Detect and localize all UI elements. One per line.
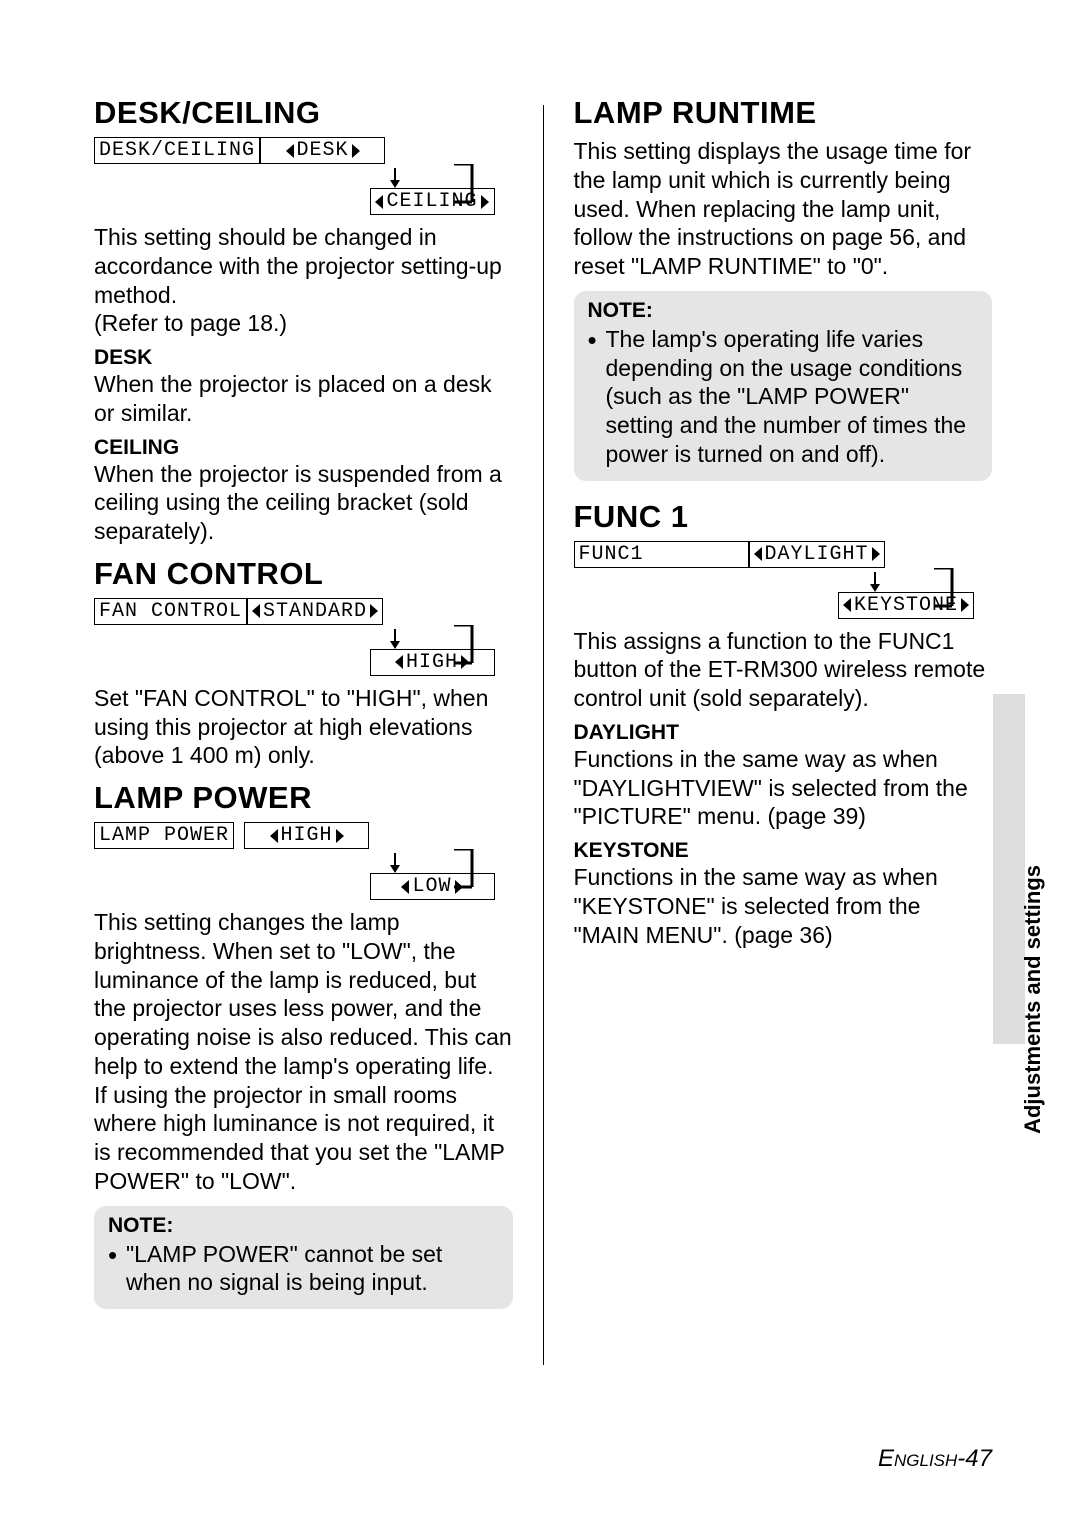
heading-lamp-power: LAMP POWER <box>94 780 513 816</box>
heading-desk-ceiling: DESK/CEILING <box>94 95 513 131</box>
right-column: LAMP RUNTIME This setting displays the u… <box>574 95 993 1493</box>
triangle-left-icon <box>375 195 383 209</box>
triangle-right-icon <box>336 829 344 843</box>
menu-value-text: DESK <box>297 139 349 162</box>
menu-value-low: LOW <box>370 873 495 900</box>
heading-lamp-runtime: LAMP RUNTIME <box>574 95 993 131</box>
menu-value-text: KEYSTONE <box>854 594 958 617</box>
menu-value-ceiling: CEILING <box>370 188 495 215</box>
triangle-left-icon <box>395 655 403 669</box>
body-text: Functions in the same way as when "DAYLI… <box>574 745 993 831</box>
menu-value-text: LOW <box>412 875 451 898</box>
menu-diagram-lamp-power: LAMP POWER HIGH LOW <box>94 822 513 900</box>
body-text: When the projector is suspended from a c… <box>94 460 513 546</box>
body-text: This setting should be changed in accord… <box>94 223 513 338</box>
triangle-left-icon <box>401 880 409 894</box>
side-tab-label: Adjustments and settings <box>1020 865 1046 1134</box>
menu-value-text: STANDARD <box>263 600 367 623</box>
note-title: NOTE: <box>588 299 979 323</box>
menu-label: FUNC1 <box>574 541 749 568</box>
subheading-ceiling: CEILING <box>94 436 513 460</box>
triangle-right-icon <box>352 144 360 158</box>
body-text: This setting changes the lamp brightness… <box>94 908 513 1196</box>
page-content: DESK/CEILING DESK/CEILING DESK <box>0 0 1080 1533</box>
triangle-left-icon <box>270 829 278 843</box>
menu-value-keystone: KEYSTONE <box>838 592 974 619</box>
triangle-right-icon <box>370 604 378 618</box>
page-footer: English-47 <box>878 1445 992 1473</box>
footer-language: English- <box>878 1445 965 1472</box>
body-text: Functions in the same way as when "KEYST… <box>574 863 993 949</box>
subheading-desk: DESK <box>94 346 513 370</box>
triangle-right-icon <box>481 195 489 209</box>
menu-value-text: CEILING <box>386 190 477 213</box>
body-text: This setting displays the usage time for… <box>574 137 993 281</box>
menu-value-daylight: DAYLIGHT <box>749 541 885 568</box>
note-title: NOTE: <box>108 1214 499 1238</box>
heading-fan-control: FAN CONTROL <box>94 556 513 592</box>
note-box-lamp-power: NOTE: "LAMP POWER" cannot be set when no… <box>94 1206 513 1310</box>
note-item: The lamp's operating life varies dependi… <box>606 325 979 469</box>
body-text: When the projector is placed on a desk o… <box>94 370 513 428</box>
menu-value-high: HIGH <box>244 822 369 849</box>
menu-label: FAN CONTROL <box>94 598 247 625</box>
menu-value-text: HIGH <box>406 651 458 674</box>
heading-func1: FUNC 1 <box>574 499 993 535</box>
menu-label: DESK/CEILING <box>94 137 260 164</box>
menu-value-high: HIGH <box>370 649 495 676</box>
triangle-right-icon <box>461 655 469 669</box>
menu-diagram-func1: FUNC1 DAYLIGHT KEYSTONE <box>574 541 993 619</box>
column-divider <box>543 105 544 1365</box>
triangle-right-icon <box>961 598 969 612</box>
triangle-right-icon <box>872 547 880 561</box>
left-column: DESK/CEILING DESK/CEILING DESK <box>94 95 513 1493</box>
triangle-left-icon <box>252 604 260 618</box>
menu-diagram-desk-ceiling: DESK/CEILING DESK CEILING <box>94 137 513 215</box>
menu-diagram-fan-control: FAN CONTROL STANDARD HIGH <box>94 598 513 676</box>
menu-label: LAMP POWER <box>94 822 234 849</box>
subheading-daylight: DAYLIGHT <box>574 721 993 745</box>
body-text: Set "FAN CONTROL" to "HIGH", when using … <box>94 684 513 770</box>
body-text: This assigns a function to the FUNC1 but… <box>574 627 993 713</box>
note-item: "LAMP POWER" cannot be set when no signa… <box>126 1240 499 1298</box>
subheading-keystone: KEYSTONE <box>574 839 993 863</box>
menu-value-text: DAYLIGHT <box>765 543 869 566</box>
triangle-right-icon <box>455 880 463 894</box>
footer-page-number: 47 <box>965 1445 992 1472</box>
menu-value-standard: STANDARD <box>247 598 383 625</box>
triangle-left-icon <box>286 144 294 158</box>
menu-value-text: HIGH <box>281 824 333 847</box>
triangle-left-icon <box>754 547 762 561</box>
triangle-left-icon <box>843 598 851 612</box>
menu-value-desk: DESK <box>260 137 385 164</box>
note-box-lamp-runtime: NOTE: The lamp's operating life varies d… <box>574 291 993 481</box>
